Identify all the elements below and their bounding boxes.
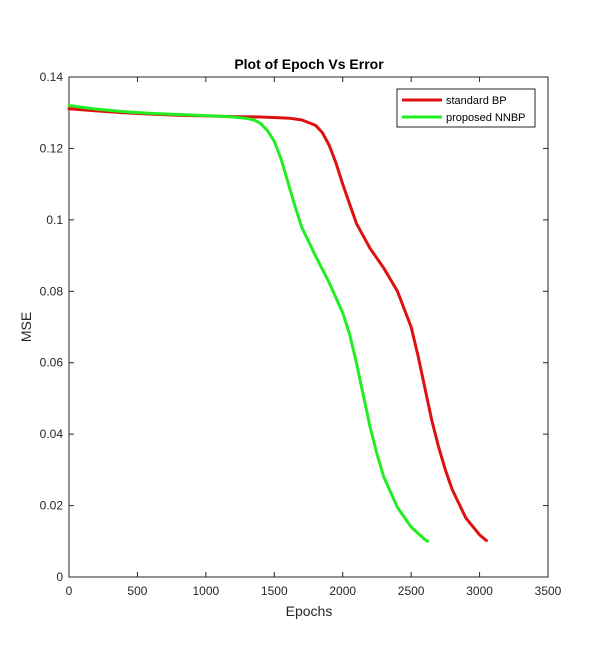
series-line-proposed-nnbp xyxy=(67,104,430,543)
y-tick-label: 0.12 xyxy=(40,141,64,155)
x-tick-label: 3000 xyxy=(466,584,493,598)
legend: standard BP proposed NNBP xyxy=(396,88,536,128)
y-tick-label: 0.1 xyxy=(46,213,63,227)
x-tick-label: 1000 xyxy=(193,584,220,598)
y-tick-label: 0 xyxy=(56,570,63,584)
x-tick-label: 0 xyxy=(66,584,73,598)
legend-label-standard-bp: standard BP xyxy=(446,95,507,107)
series-group xyxy=(67,104,488,543)
x-tick-label: 2500 xyxy=(398,584,425,598)
plot-area xyxy=(68,76,549,578)
x-tick-label: 1500 xyxy=(261,584,288,598)
y-tick-label: 0.06 xyxy=(40,356,64,370)
x-tick-label: 500 xyxy=(127,584,147,598)
y-tick-label: 0.08 xyxy=(40,284,64,298)
x-axis-label: Epochs xyxy=(286,603,333,619)
chart-title: Plot of Epoch Vs Error xyxy=(234,56,384,72)
y-tick-label: 0.02 xyxy=(40,499,64,513)
x-tick-label: 2000 xyxy=(329,584,356,598)
y-tick-label: 0.04 xyxy=(40,427,64,441)
x-tick-label: 3500 xyxy=(535,584,562,598)
ticks-group: 0 500 1000 1500 2000 2500 3000 3500 0 0.02 0.04 0.0… xyxy=(40,70,562,598)
legend-box xyxy=(396,88,536,128)
y-tick-label: 0.14 xyxy=(40,70,64,84)
legend-label-proposed-nnbp: proposed NNBP xyxy=(446,112,526,124)
y-axis-label: MSE xyxy=(18,312,34,342)
